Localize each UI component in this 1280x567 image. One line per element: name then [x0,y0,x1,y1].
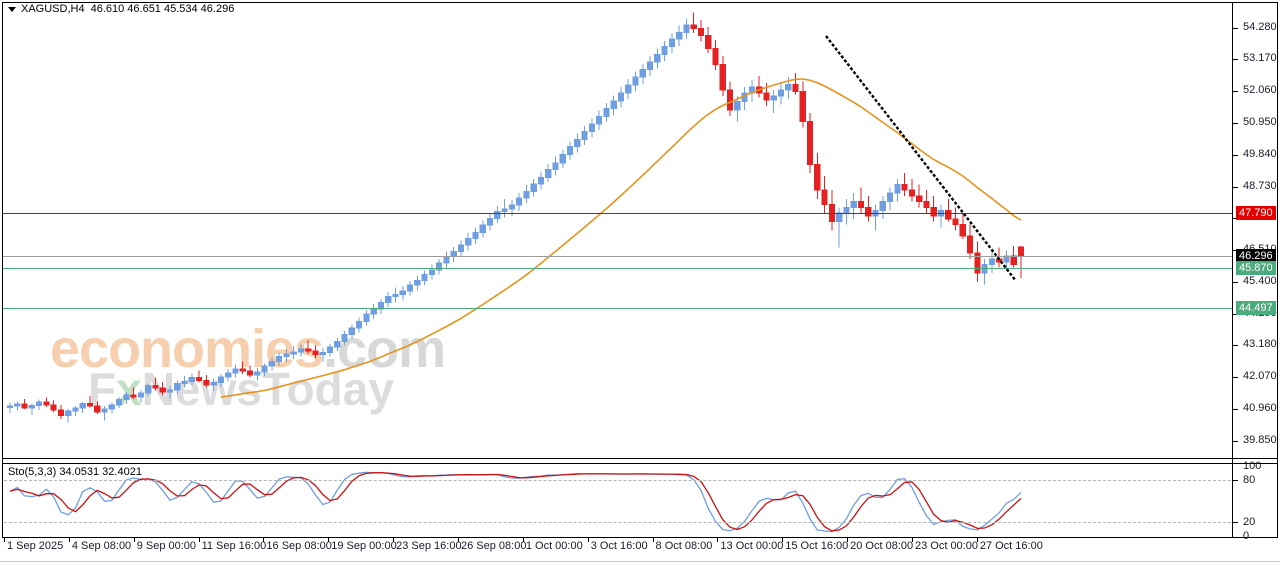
price-axis-tick [1233,218,1238,220]
price-axis-label: 50.950 [1243,116,1277,128]
price-axis-label: 42.070 [1243,370,1277,383]
time-axis-tick [393,538,395,542]
price-axis-label: 49.840 [1243,147,1277,160]
price-axis-tick [1233,408,1238,410]
price-axis-tick [1233,440,1238,442]
time-axis-label: 9 Sep 00:00 [136,540,197,552]
price-axis-tick [1233,250,1238,252]
price-axis-tick [1233,186,1238,188]
price-axis-label: 45.400 [1243,274,1277,287]
indicator-axis-label: 100 [1243,460,1262,472]
time-axis-label: 1 Oct 00:00 [525,540,583,552]
time-axis-tick [4,538,5,542]
price-axis-tick [1233,59,1238,61]
price-axis-tick [1233,377,1238,379]
time-axis-label: 23 Oct 00:00 [914,540,978,552]
time-axis-label: 27 Oct 16:00 [979,540,1043,552]
price-axis-tick [1233,313,1238,315]
time-axis-tick [847,538,849,542]
price-axis-tick [1233,281,1238,283]
symbol-header[interactable]: XAGUSD,H4 46.610 46.651 45.534 46.296 [8,3,234,15]
indicator-level-line [4,480,1231,481]
caret-down-icon[interactable] [8,6,16,12]
price-tag-support[interactable]: 44.497 [1236,300,1276,315]
price-level-line[interactable] [3,268,1232,270]
price-tag-support[interactable]: 45.870 [1236,261,1276,276]
time-axis-label: 13 Oct 00:00 [720,540,784,552]
time-axis-label: 20 Oct 08:00 [850,540,914,552]
price-axis-label: 39.850 [1243,433,1277,446]
ohlc-values: 46.610 46.651 45.534 46.296 [90,3,235,15]
time-axis-tick [457,538,459,542]
price-axis-tick [1233,27,1238,29]
time-axis-tick [198,538,200,542]
indicator-axis-label: 0 [1243,530,1250,542]
price-level-line[interactable] [3,213,1232,215]
time-axis-tick [328,538,330,542]
indicator-level-line [4,522,1231,523]
time-axis-tick [717,538,719,542]
time-axis-tick [911,538,913,542]
price-axis-label: 43.180 [1243,338,1277,351]
pane-separator-bottom [2,463,1278,464]
price-axis-tick [1233,123,1238,124]
time-axis-label: 4 Sep 08:00 [71,540,132,552]
price-axis-label: 53.170 [1243,52,1277,65]
bottom-rule [0,561,1280,562]
indicator-axis-label: 80 [1243,474,1256,486]
price-axis-label: 54.280 [1243,20,1277,33]
indicator-axis-label: 20 [1243,516,1256,528]
time-axis-label: 3 Oct 16:00 [590,540,648,552]
price-axis-separator [1232,2,1233,538]
indicator-axis-tick [1233,480,1238,481]
time-axis-tick [976,538,978,542]
time-axis-tick [587,538,589,542]
time-axis-label: 15 Oct 16:00 [785,540,849,552]
time-axis-tick [522,538,524,542]
price-axis-tick [1233,345,1238,347]
time-axis-tick [652,538,654,542]
time-axis[interactable]: 1 Sep 2025 4 Sep 08:00 9 Sep 00:00 11 Sep 1… [0,540,1280,560]
time-axis-label: 8 Oct 08:00 [655,540,713,552]
price-tag-resistance[interactable]: 47.790 [1236,206,1276,221]
price-axis-tick [1233,91,1238,93]
price-axis-label: 52.060 [1243,84,1277,97]
time-axis-tick [782,538,784,542]
price-level-line[interactable] [3,256,1232,258]
price-axis-tick [1233,154,1238,156]
pane-separator-top [2,458,1278,459]
time-axis-label: 19 Sep 00:00 [331,540,397,552]
stochastic-label: Sto(5,3,3) 34.0531 32.4021 [8,466,142,478]
time-axis-label: 23 Sep 16:00 [396,540,462,552]
price-axis-label: 40.960 [1243,401,1277,414]
time-axis-label: 1 Sep 2025 [7,540,64,552]
indicator-axis-tick [1233,522,1238,523]
time-axis-tick [68,538,70,542]
time-axis-tick [133,538,135,542]
price-level-line[interactable] [3,307,1232,309]
symbol-label: XAGUSD,H4 [21,3,85,15]
time-axis-label: 26 Sep 08:00 [460,540,527,552]
price-tag-last-price[interactable]: 46.296 [1236,249,1276,264]
price-axis-label: 48.730 [1243,179,1277,192]
time-axis-tick [263,538,265,542]
time-axis-label: 11 Sep 16:00 [201,540,267,552]
time-axis-label: 16 Sep 08:00 [266,540,332,552]
